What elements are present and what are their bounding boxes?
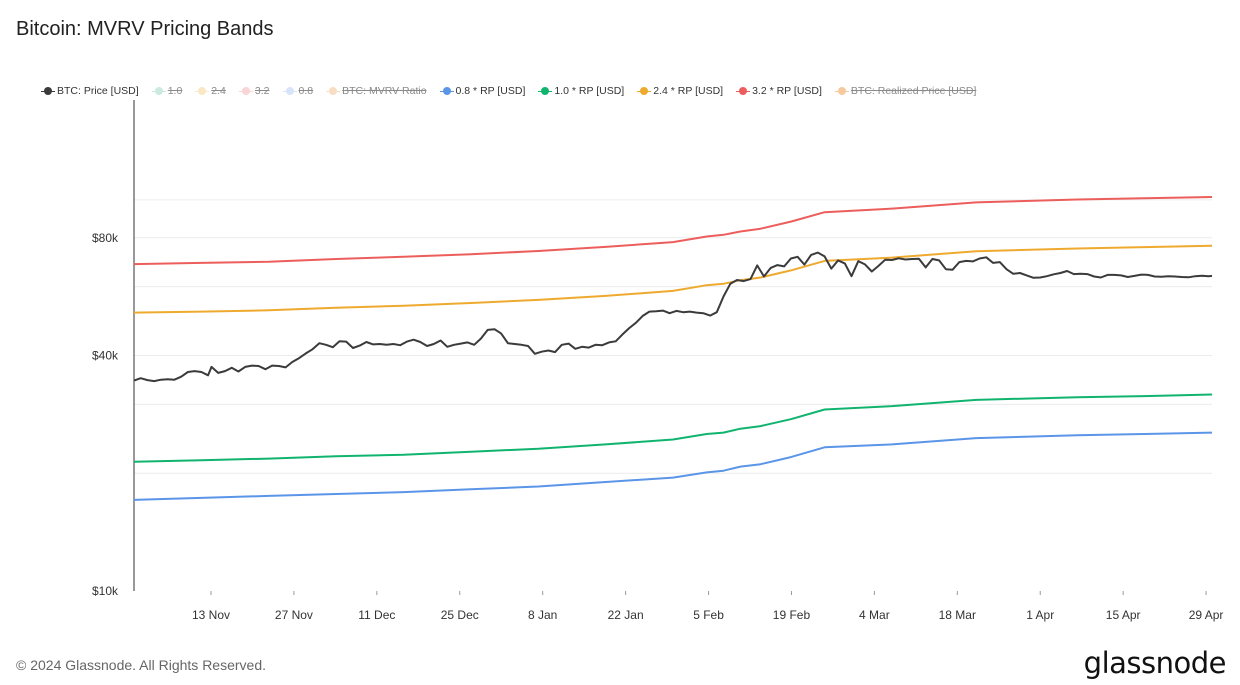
legend-label: 1.0 [167,85,183,97]
x-tick-label: 25 Dec [441,608,479,622]
x-tick-label: 13 Nov [192,608,230,622]
legend-marker-icon [41,87,55,95]
x-tick-label: 4 Mar [859,608,890,622]
legend-marker-icon [282,87,297,95]
legend-item[interactable]: 3.2 [238,85,270,97]
x-tick-label: 27 Nov [275,608,313,622]
series-line-0-8-rp-usd [133,431,1213,501]
legend-marker-icon [637,87,652,95]
legend-marker-icon [195,87,210,95]
legend-label: 2.4 [211,85,226,97]
x-tick-label: 18 Mar [939,608,976,622]
legend-item[interactable]: 1.0 [151,85,183,97]
x-tick-label: 11 Dec [358,608,395,622]
legend-marker-icon [736,87,751,95]
legend-label: BTC: Realized Price [USD] [850,85,977,97]
legend-label: BTC: Price [USD] [57,85,139,97]
x-tick-label: 15 Apr [1106,608,1141,622]
x-tick-label: 5 Feb [693,608,724,622]
chart-legend: BTC: Price [USD] 1.0 2.4 3.2 0.8 BTC: MVRV Ra… [41,83,992,99]
legend-item[interactable]: 0.8 * RP [USD] [439,85,526,97]
legend-item[interactable]: 2.4 * RP [USD] [637,85,724,97]
legend-marker-icon [439,87,454,95]
copyright-text: © 2024 Glassnode. All Rights Reserved. [16,657,267,673]
legend-item[interactable]: 0.8 [282,85,314,97]
x-tick-label: 22 Jan [608,608,644,622]
y-tick-label: $80k [92,231,119,245]
legend-marker-icon [834,87,849,95]
x-tick-label: 8 Jan [528,608,557,622]
legend-item[interactable]: BTC: MVRV Ratio [326,85,427,97]
legend-label: 3.2 * RP [USD] [752,85,822,97]
x-tick-label: 1 Apr [1026,608,1054,622]
legend-label: 1.0 * RP [USD] [554,85,625,97]
legend-item[interactable]: BTC: Realized Price [USD] [834,85,977,97]
series-line-btc-price-usd [133,251,1213,383]
legend-item[interactable]: BTC: Price [USD] [41,85,139,97]
series-line-1-0-rp-usd [133,393,1213,463]
y-tick-label: $40k [92,349,119,363]
legend-marker-icon [238,87,253,95]
series-line-2-4-rp-usd [133,244,1213,314]
legend-label: 3.2 [254,85,270,97]
glassnode-logo: glassnode [1083,646,1227,680]
legend-label: 2.4 * RP [USD] [653,85,724,97]
legend-marker-icon [151,87,166,95]
chart-title: Bitcoin: MVRV Pricing Bands [16,18,274,40]
y-tick-label: $10k [92,584,119,598]
legend-item[interactable]: 3.2 * RP [USD] [736,85,822,97]
legend-marker-icon [538,87,553,95]
x-tick-label: 29 Apr [1189,608,1224,622]
legend-marker-icon [326,87,341,95]
legend-item[interactable]: 2.4 [195,85,226,97]
x-tick-label: 19 Feb [773,608,811,622]
series-line-3-2-rp-usd [133,196,1213,266]
legend-label: BTC: MVRV Ratio [342,85,427,97]
legend-item[interactable]: 1.0 * RP [USD] [538,85,625,97]
legend-label: 0.8 [298,85,314,97]
legend-label: 0.8 * RP [USD] [455,85,526,97]
